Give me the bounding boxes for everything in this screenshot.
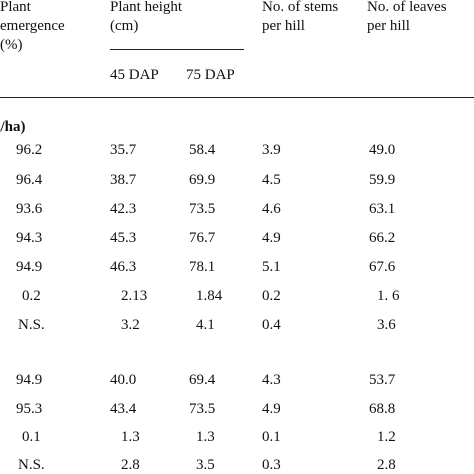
table-cell: 4.3 [262,372,281,388]
table-cell: 58.4 [189,142,216,158]
table-cell: N.S. [18,457,45,473]
table-cell: 4.5 [262,172,281,188]
table-cell: 2.8 [121,457,140,473]
table-cell: 42.3 [110,201,137,217]
table-cell: 78.1 [189,259,216,275]
table-cell: 96.4 [16,172,43,188]
table-cell: 1.2 [377,429,396,445]
table-cell: 95.3 [16,401,43,417]
table-cell: 0.3 [262,457,281,473]
table-cell: 4.9 [262,230,281,246]
table-cell: 69.9 [189,172,216,188]
table-cell: N.S. [18,317,45,333]
table-cell: 35.7 [110,142,137,158]
header-plant-height: Plant height (cm) [110,0,183,34]
table-cell: 76.7 [189,230,216,246]
header-leaves-per-hill: No. of leaves per hill [367,0,447,34]
table-cell: 1.84 [196,288,223,304]
table-cell: 0.1 [22,429,41,445]
table-cell: 94.3 [16,230,43,246]
table-cell: 3.9 [262,142,281,158]
table-cell: 93.6 [16,201,43,217]
section-label: g/ha) [0,119,26,135]
table-cell: 66.2 [369,230,396,246]
table-cell: 43.4 [110,401,137,417]
table-cell: 67.6 [369,259,396,275]
table-cell: 0.2 [262,288,281,304]
table-cell: 4.9 [262,401,281,417]
table-cell: 4.1 [196,317,215,333]
table-cell: 3.2 [121,317,140,333]
table-cell: 1.3 [121,429,140,445]
table-cell: 94.9 [16,259,43,275]
table-cell: 96.2 [16,142,43,158]
table-cell: 68.8 [369,401,396,417]
table-cell: 3.5 [196,457,215,473]
table-cell: 49.0 [369,142,396,158]
table-cell: 1.3 [196,429,215,445]
table-cell: 40.0 [110,372,137,388]
table-cell: 0.2 [22,288,41,304]
table-cell: 69.4 [189,372,216,388]
table-cell: 0.1 [262,429,281,445]
table-cell: 53.7 [369,372,396,388]
header-bottom-rule [0,97,474,98]
table-cell: 5.1 [262,259,281,275]
table-cell: 2.13 [121,288,148,304]
table-cell: 59.9 [369,172,396,188]
subheader-45-dap: 45 DAP [110,67,159,83]
table-cell: 4.6 [262,201,281,217]
table-cell: 45.3 [110,230,137,246]
table-cell: 46.3 [110,259,137,275]
subheader-75-dap: 75 DAP [186,67,235,83]
table-cell: 73.5 [189,201,216,217]
table-cell: 94.9 [16,372,43,388]
header-plant-emergence: Plant emergence (%) [0,0,65,53]
table-cell: 0.4 [262,317,281,333]
table-cell: 3.6 [377,317,396,333]
header-stems-per-hill: No. of stems per hill [262,0,339,34]
table-cell: 73.5 [189,401,216,417]
plant-height-underline [110,49,244,50]
table-cell: 1. 6 [377,288,400,304]
table-cell: 38.7 [110,172,137,188]
table-cell: 63.1 [369,201,396,217]
table-cell: 2.8 [377,457,396,473]
